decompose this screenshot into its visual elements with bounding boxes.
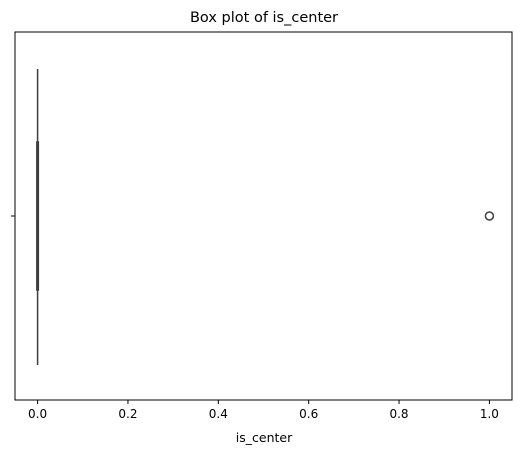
x-tick-label: 0.4 xyxy=(209,407,228,421)
x-tick-label: 0.6 xyxy=(299,407,318,421)
box-plot xyxy=(36,69,495,365)
x-tick-label: 0.8 xyxy=(389,407,408,421)
x-tick-label: 1.0 xyxy=(480,407,499,421)
x-axis-ticks: 0.0 0.2 0.4 0.6 0.8 1.0 xyxy=(28,400,499,421)
outlier-point xyxy=(484,211,495,221)
x-tick-label: 0.0 xyxy=(28,407,47,421)
x-axis-label: is_center xyxy=(236,430,293,445)
chart-title: Box plot of is_center xyxy=(190,10,338,26)
plot-area-frame xyxy=(14,31,513,401)
x-tick-label: 0.2 xyxy=(118,407,137,421)
